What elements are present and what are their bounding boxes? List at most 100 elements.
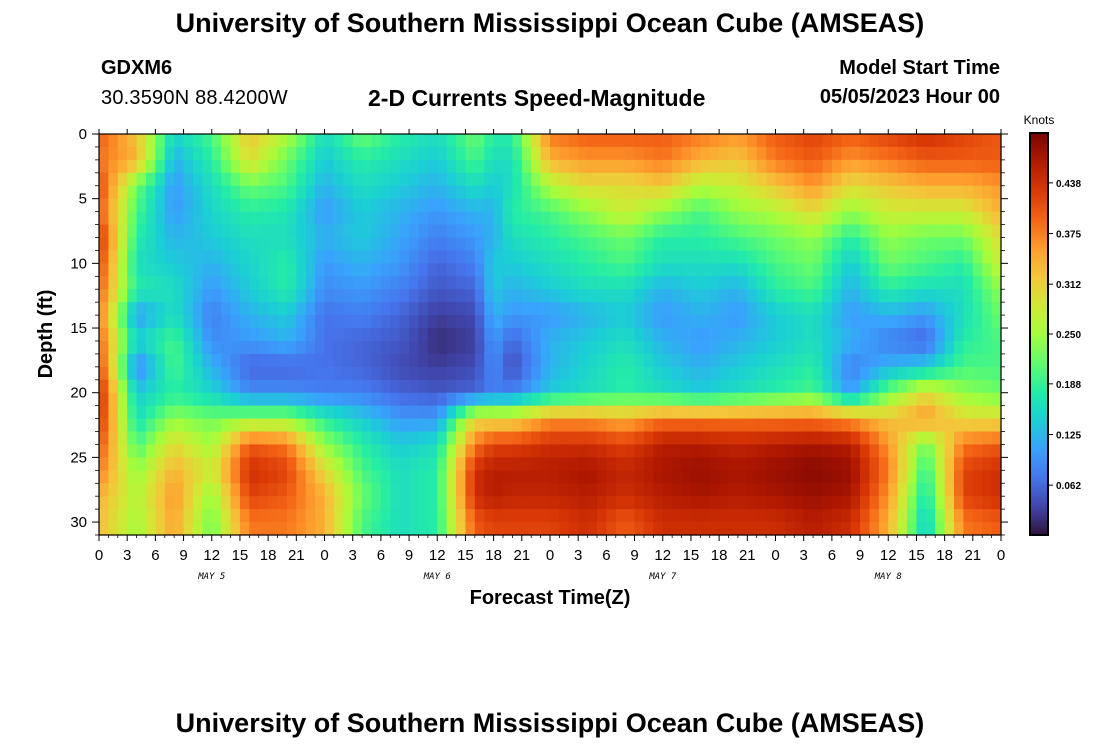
heatmap-cell [484, 302, 495, 316]
heatmap-cell [117, 276, 128, 290]
heatmap-cell [230, 522, 241, 536]
x-tick-label: 18 [260, 547, 277, 564]
heatmap-cell [315, 392, 326, 407]
heatmap-cell [136, 522, 147, 536]
heatmap-cell [399, 302, 410, 316]
heatmap-cell [437, 159, 448, 174]
heatmap-cell [550, 146, 560, 161]
heatmap-cell [878, 315, 889, 329]
heatmap-cell [653, 470, 664, 484]
heatmap-cell [390, 211, 401, 226]
heatmap-cell [709, 302, 720, 316]
heatmap-cell [512, 134, 523, 148]
heatmap-cell [192, 405, 203, 420]
heatmap-cell [503, 289, 514, 303]
heatmap-cell [305, 496, 316, 510]
heatmap-cell [681, 522, 692, 536]
heatmap-cell [634, 302, 645, 316]
heatmap-cell [972, 224, 983, 239]
heatmap-cell [831, 250, 842, 264]
heatmap-cell [897, 263, 908, 277]
heatmap-cell [465, 159, 476, 174]
heatmap-cell [944, 366, 955, 381]
heatmap-cell [324, 159, 335, 174]
heatmap-cell [493, 509, 504, 523]
heatmap-cell [550, 237, 560, 252]
heatmap-cell [305, 211, 316, 226]
heatmap-cell [662, 418, 673, 433]
heatmap-cell [221, 172, 232, 187]
heatmap-cell [916, 185, 927, 200]
heatmap-cell [587, 431, 598, 446]
heatmap-cell [813, 211, 824, 226]
heatmap-cell [512, 470, 523, 484]
heatmap-cell [145, 470, 156, 484]
heatmap-cell [897, 159, 908, 174]
heatmap-cell [963, 353, 974, 368]
heatmap-cell [719, 457, 730, 471]
heatmap-cell [841, 405, 852, 420]
heatmap-cell [174, 353, 185, 368]
heatmap-cell [550, 340, 560, 355]
heatmap-cell [756, 289, 767, 303]
heatmap-cell [756, 431, 767, 446]
heatmap-cell [813, 250, 824, 264]
heatmap-cell [249, 496, 260, 510]
heatmap-cell [239, 522, 250, 536]
heatmap-cell [512, 328, 523, 342]
heatmap-cell [512, 276, 523, 290]
heatmap-cell [324, 185, 335, 200]
heatmap-cell [681, 457, 692, 471]
heatmap-cell [596, 302, 607, 316]
heatmap-cell [831, 353, 842, 368]
heatmap-cell [850, 289, 861, 303]
heatmap-cell [343, 379, 354, 394]
heatmap-cell [653, 392, 664, 407]
heatmap-cell [615, 250, 626, 264]
heatmap-cell [315, 522, 326, 536]
heatmap-cell [747, 379, 758, 394]
heatmap-cell [484, 224, 495, 239]
heatmap-cell [446, 276, 457, 290]
heatmap-cell [831, 379, 842, 394]
heatmap-cell [578, 522, 589, 536]
heatmap-cell [916, 353, 927, 368]
heatmap-cell [380, 289, 391, 303]
heatmap-cell [183, 431, 194, 446]
heatmap-cell [897, 172, 908, 187]
heatmap-cell [399, 198, 410, 213]
heatmap-cell [700, 198, 711, 213]
heatmap-cell [643, 405, 654, 420]
heatmap-cell [127, 457, 138, 471]
heatmap-cell [672, 444, 683, 458]
heatmap-cell [794, 315, 805, 329]
heatmap-cell [277, 237, 288, 252]
heatmap-cell [775, 444, 786, 458]
heatmap-cell [719, 444, 730, 458]
heatmap-cell [982, 405, 993, 420]
heatmap-cell [531, 509, 542, 523]
heatmap-cell [672, 289, 683, 303]
heatmap-cell [587, 211, 598, 226]
heatmap-cell [822, 353, 833, 368]
heatmap-cell [174, 159, 185, 174]
heatmap-cell [343, 198, 354, 213]
heatmap-cell [916, 302, 927, 316]
heatmap-cell [578, 483, 589, 497]
heatmap-cell [672, 198, 683, 213]
heatmap-cell [136, 509, 147, 523]
heatmap-cell [399, 146, 410, 161]
heatmap-cell [183, 366, 194, 381]
heatmap-cell [794, 405, 805, 420]
heatmap-cell [869, 418, 880, 433]
heatmap-cell [503, 470, 514, 484]
heatmap-cell [662, 470, 673, 484]
heatmap-cell [465, 328, 476, 342]
heatmap-cell [954, 224, 965, 239]
heatmap-cell [437, 431, 448, 446]
heatmap-cell [352, 185, 363, 200]
heatmap-cell [634, 211, 645, 226]
heatmap-cell [634, 379, 645, 394]
heatmap-cell [221, 198, 232, 213]
heatmap-cell [418, 276, 429, 290]
